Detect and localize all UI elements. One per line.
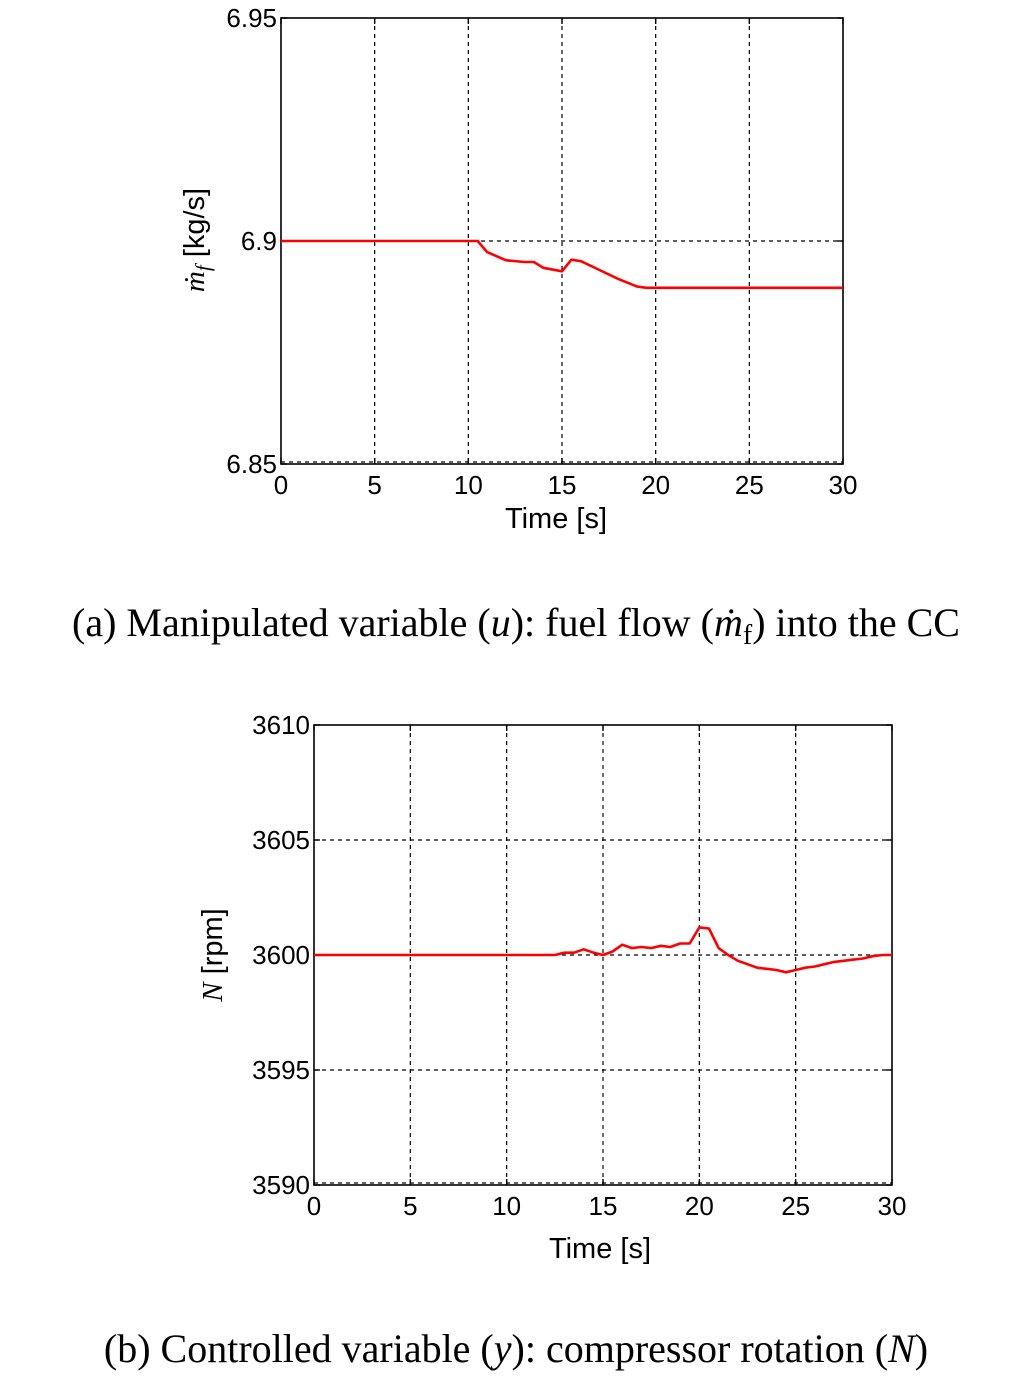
y-tick-label: 3590	[252, 1170, 310, 1200]
x-tick-label: 15	[589, 1191, 618, 1221]
tick-labels: 0 5 10 15 20 25 30 6.85 6.9 6.95	[226, 3, 857, 500]
x-tick-label: 20	[641, 470, 670, 500]
x-tick-label: 30	[878, 1191, 907, 1221]
x-tick-label: 20	[685, 1191, 714, 1221]
series-layer	[314, 926, 892, 974]
x-axis-label: Time [s]	[549, 1233, 651, 1265]
y-axis-subscript: f	[191, 262, 215, 271]
y-tick-label: 3595	[252, 1055, 310, 1085]
x-tick-label: 10	[492, 1191, 521, 1221]
x-axis-label: Time [s]	[505, 503, 607, 535]
x-tick-label: 0	[307, 1191, 321, 1221]
y-tick-label: 3610	[252, 710, 310, 740]
caption-b-part2: ): compressor rotation (	[512, 1326, 889, 1371]
series-line	[281, 239, 843, 290]
series-layer	[281, 239, 843, 290]
y-tick-label: 3600	[252, 940, 310, 970]
y-tick-label: 6.85	[226, 449, 277, 479]
caption-b-var: y	[490, 1326, 512, 1371]
x-tick-label: 25	[735, 470, 764, 500]
caption-b-symbol: N	[887, 1326, 917, 1371]
y-axis-symbol: ṁ	[179, 271, 211, 292]
y-tick-label: 3605	[252, 825, 310, 855]
y-axis-label: N [rpm]	[197, 908, 229, 1002]
x-tick-label: 25	[781, 1191, 810, 1221]
y-tick-label: 6.9	[241, 226, 277, 256]
caption-a-subscript: f	[743, 620, 753, 651]
x-tick-label: 30	[829, 470, 858, 500]
tick-labels: 0 5 10 15 20 25 30 3590 3595 3600 3605 3610	[252, 710, 906, 1221]
x-tick-label: 15	[548, 470, 577, 500]
y-tick-label: 6.95	[226, 3, 277, 33]
chart-fuel-flow: 0 5 10 15 20 25 30 6.85 6.9 6.95 Time [s] ṁf [kg/…	[179, 3, 857, 535]
series-line	[314, 926, 892, 974]
caption-b-part1: (b) Controlled variable (	[104, 1326, 494, 1371]
x-tick-label: 10	[454, 470, 483, 500]
x-tick-label: 5	[367, 470, 381, 500]
x-tick-label: 5	[403, 1191, 417, 1221]
caption-a-part3: ) into the CC	[752, 600, 960, 645]
caption-a: (a) Manipulated variable (u): fuel flow …	[72, 600, 960, 651]
y-axis-unit: [kg/s]	[179, 188, 211, 265]
caption-b: (b) Controlled variable (y): compressor …	[104, 1326, 928, 1371]
y-axis-label: ṁf [kg/s]	[179, 188, 215, 292]
caption-b-part3: )	[915, 1326, 928, 1371]
y-axis-symbol: N	[197, 981, 229, 1003]
x-tick-label: 0	[274, 470, 288, 500]
caption-a-var: u	[491, 600, 511, 645]
caption-a-symbol: ṁ	[714, 600, 743, 645]
caption-a-part2: ): fuel flow (	[511, 600, 714, 645]
caption-a-part1: (a) Manipulated variable (	[72, 600, 491, 645]
chart-compressor-rotation: 0 5 10 15 20 25 30 3590 3595 3600 3605 3610 Time [s…	[197, 710, 906, 1265]
y-axis-unit: [rpm]	[197, 908, 229, 982]
